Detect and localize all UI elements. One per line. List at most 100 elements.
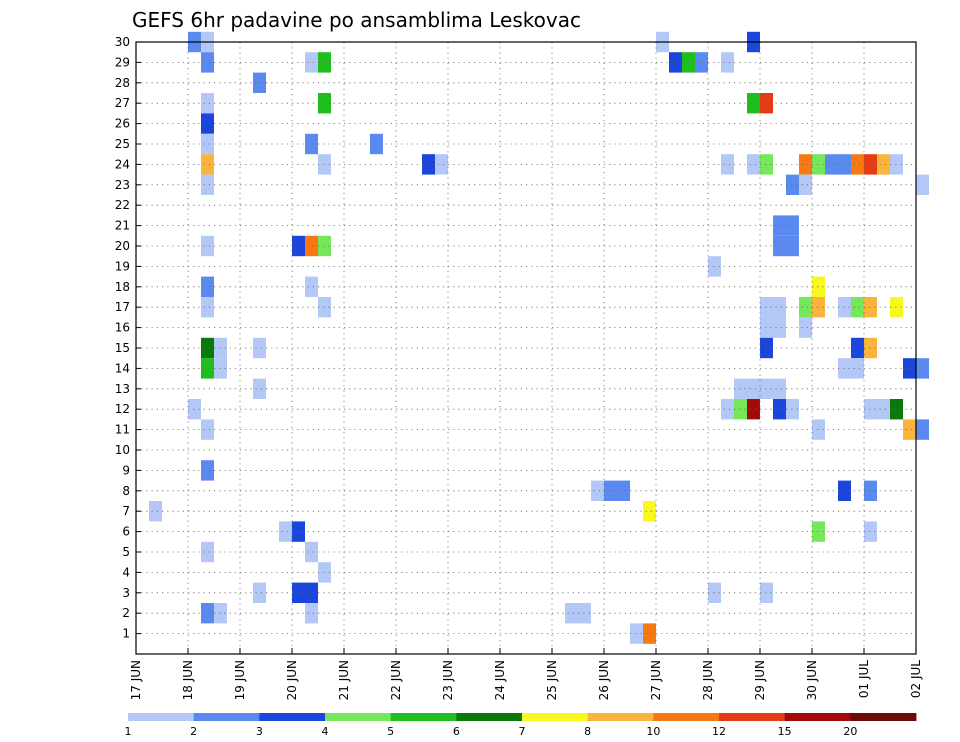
colorbar-swatch xyxy=(850,713,917,721)
cell-member-24-step-23 xyxy=(435,154,448,175)
cell-member-12-step-58 xyxy=(890,399,903,420)
cell-member-14-step-6 xyxy=(214,358,227,379)
cell-member-9-step-5 xyxy=(201,460,214,481)
cell-member-12-step-47 xyxy=(747,399,760,420)
y-tick-label: 12 xyxy=(115,402,130,416)
x-tick-label: 18 JUN xyxy=(181,660,195,700)
cell-member-20-step-5 xyxy=(201,235,214,257)
cell-member-24-step-45 xyxy=(721,154,734,175)
cell-member-17-step-48 xyxy=(760,297,773,318)
cell-member-14-step-5 xyxy=(201,358,214,379)
y-tick-label: 9 xyxy=(122,463,130,477)
cell-member-12-step-49 xyxy=(773,399,786,420)
x-axis: 17 JUN 18 JUN 19 JUN 20 JUN 21 JUN 22 JUN 23 J… xyxy=(129,648,923,700)
y-tick-label: 19 xyxy=(115,259,130,273)
cell-member-6-step-12 xyxy=(292,521,305,542)
colorbar-label: 10 xyxy=(646,725,660,738)
colorbar-label: 1 xyxy=(125,725,132,738)
y-tick-label: 26 xyxy=(115,117,130,131)
y-tick-label: 23 xyxy=(115,178,130,192)
cell-member-4-step-14 xyxy=(318,562,331,583)
x-tick-label: 30 JUN xyxy=(805,660,819,700)
cell-member-8-step-35 xyxy=(591,480,604,501)
cell-member-24-step-47 xyxy=(747,154,760,175)
heatmap-cells xyxy=(149,31,929,644)
cell-member-17-step-58 xyxy=(890,297,903,318)
cell-member-20-step-49 xyxy=(773,235,786,257)
y-tick-label: 6 xyxy=(122,525,130,539)
x-tick-label: 28 JUN xyxy=(701,660,715,700)
cell-member-27-step-14 xyxy=(318,93,331,114)
cell-member-17-step-55 xyxy=(851,297,864,318)
cell-member-29-step-42 xyxy=(682,52,695,73)
cell-member-13-step-47 xyxy=(747,378,760,399)
cell-member-2-step-5 xyxy=(201,603,214,624)
cell-member-3-step-48 xyxy=(760,582,773,603)
chart-title: GEFS 6hr padavine po ansamblima Leskovac xyxy=(132,8,581,32)
y-tick-label: 13 xyxy=(115,382,130,396)
colorbar-label: 12 xyxy=(712,725,726,738)
cell-member-11-step-59 xyxy=(903,419,916,440)
cell-member-17-step-14 xyxy=(318,297,331,318)
y-tick-label: 10 xyxy=(115,443,130,457)
cell-member-15-step-56 xyxy=(864,337,877,359)
cell-member-23-step-50 xyxy=(786,174,799,195)
x-tick-label: 20 JUN xyxy=(285,660,299,700)
colorbar-swatch xyxy=(128,713,195,721)
cell-member-29-step-14 xyxy=(318,52,331,73)
colorbar-swatch xyxy=(653,713,720,721)
colorbar-label: 6 xyxy=(453,725,460,738)
colorbar-label: 15 xyxy=(778,725,792,738)
y-tick-label: 4 xyxy=(122,565,130,579)
cell-member-27-step-47 xyxy=(747,93,760,114)
cell-member-24-step-48 xyxy=(760,154,773,175)
y-tick-label: 30 xyxy=(115,35,130,49)
cell-member-27-step-5 xyxy=(201,93,214,114)
x-tick-label: 19 JUN xyxy=(233,660,247,700)
y-tick-label: 27 xyxy=(115,96,130,110)
cell-member-24-step-58 xyxy=(890,154,903,175)
cell-member-6-step-56 xyxy=(864,521,877,542)
x-tick-label: 23 JUN xyxy=(441,660,455,700)
cell-member-26-step-5 xyxy=(201,113,214,134)
cell-member-2-step-6 xyxy=(214,603,227,624)
cell-member-6-step-11 xyxy=(279,521,292,542)
y-tick-label: 29 xyxy=(115,55,130,69)
cell-member-17-step-49 xyxy=(773,297,786,318)
cell-member-29-step-43 xyxy=(695,52,708,73)
x-tick-label: 26 JUN xyxy=(597,660,611,700)
y-tick-label: 5 xyxy=(122,545,130,559)
colorbar-swatch xyxy=(719,713,786,721)
cell-member-17-step-56 xyxy=(864,297,877,318)
cell-member-24-step-55 xyxy=(851,154,864,175)
cell-member-17-step-5 xyxy=(201,297,214,318)
x-tick-label: 27 JUN xyxy=(649,660,663,700)
cell-member-24-step-53 xyxy=(825,154,838,175)
colorbar-label: 8 xyxy=(584,725,591,738)
cell-member-24-step-51 xyxy=(799,154,812,175)
cell-member-17-step-51 xyxy=(799,297,812,318)
colorbar-label: 20 xyxy=(843,725,857,738)
cell-member-23-step-60 xyxy=(916,174,929,195)
cell-member-18-step-5 xyxy=(201,276,214,297)
cell-member-16-step-49 xyxy=(773,317,786,338)
cell-member-25-step-18 xyxy=(370,133,383,155)
cell-member-29-step-45 xyxy=(721,52,734,73)
cell-member-24-step-22 xyxy=(422,154,435,175)
cell-member-1-step-38 xyxy=(630,623,643,644)
cell-member-24-step-14 xyxy=(318,154,331,175)
cell-member-29-step-5 xyxy=(201,52,214,73)
y-axis: 1234567891011121314151617181920212223242… xyxy=(115,35,141,641)
cell-member-3-step-13 xyxy=(305,582,318,603)
cell-member-15-step-6 xyxy=(214,337,227,359)
cell-member-12-step-4 xyxy=(188,399,201,420)
colorbar-label: 7 xyxy=(519,725,526,738)
cell-member-15-step-5 xyxy=(201,337,214,359)
x-tick-label: 01 JUL xyxy=(857,660,871,698)
colorbar-label: 3 xyxy=(256,725,263,738)
cell-member-11-step-60 xyxy=(916,419,929,440)
cell-member-11-step-52 xyxy=(812,419,825,440)
colorbar-swatch xyxy=(325,713,392,721)
cell-member-2-step-34 xyxy=(578,603,591,624)
